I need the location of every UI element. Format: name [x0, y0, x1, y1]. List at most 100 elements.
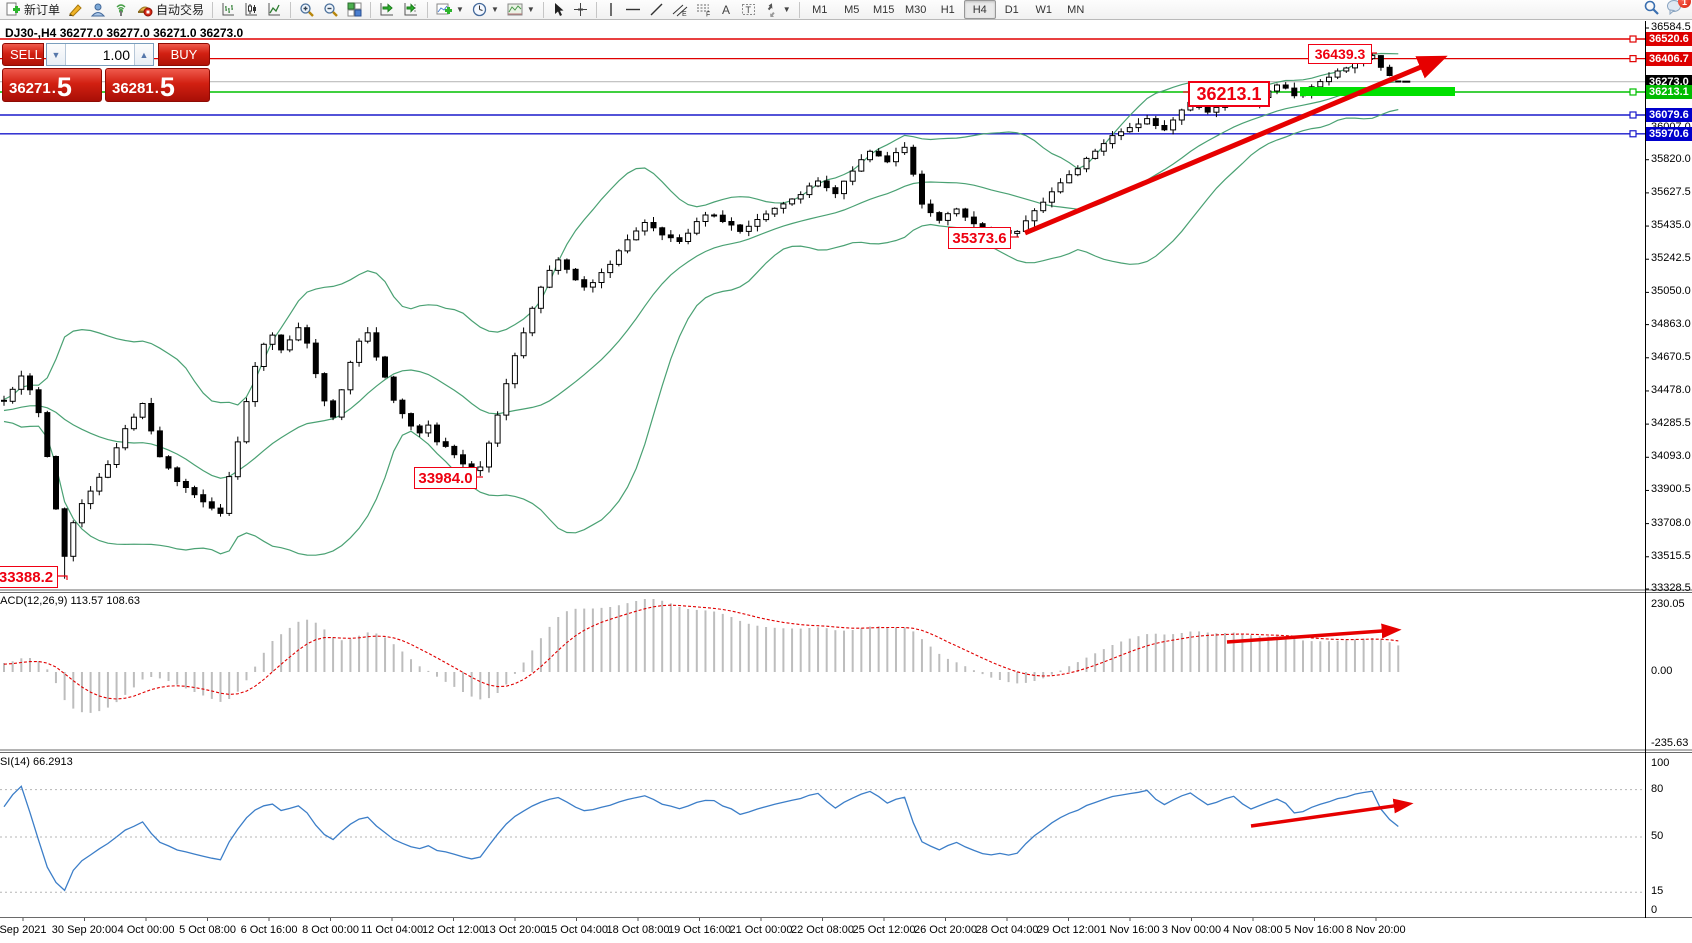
chart-shift-button[interactable] — [399, 0, 423, 20]
text-label-button[interactable]: T — [737, 0, 760, 20]
price-badge: 36520.6 — [1646, 32, 1692, 46]
fibonacci-button[interactable]: F — [692, 0, 716, 20]
chart-annotation-label[interactable]: 33984.0 — [414, 467, 477, 489]
bar-chart-button[interactable] — [217, 0, 240, 20]
buy-button[interactable]: BUY — [158, 43, 210, 66]
crosshair-button[interactable] — [569, 0, 592, 20]
tile-windows-button[interactable] — [343, 0, 366, 20]
price-tick-label: 35820.0 — [1651, 152, 1691, 165]
time-axis-label: 15 Oct 04:00 — [545, 924, 608, 936]
arrows-button[interactable]: ▼ — [760, 0, 795, 20]
signals-icon — [114, 2, 129, 17]
buy-price-dot: . — [154, 80, 159, 97]
timeframe-button-d1[interactable]: D1 — [1004, 3, 1019, 16]
chart-annotation-label[interactable]: 35373.6 — [948, 227, 1011, 249]
price-tick-label: 34285.5 — [1651, 417, 1691, 430]
time-axis-label: 5 Oct 08:00 — [179, 924, 236, 936]
timeframe-button-m1[interactable]: M1 — [812, 3, 828, 16]
tile-windows-icon — [347, 2, 362, 17]
styler-button[interactable] — [64, 0, 87, 20]
rsi-indicator-label: RSI(14) 66.2913 — [0, 756, 73, 768]
time-axis-label: 12 Oct 12:00 — [422, 924, 485, 936]
toolbar-separator — [427, 1, 429, 18]
time-axis-label: 13 Oct 20:00 — [483, 924, 547, 936]
volume-increase-button[interactable]: ▲ — [134, 44, 153, 65]
price-tick-label: 33328.5 — [1651, 582, 1691, 594]
rsi-scale-label: 0 — [1651, 904, 1658, 916]
sell-price[interactable]: 36271 . 5 — [2, 68, 102, 102]
svg-text:F: F — [706, 12, 710, 18]
time-axis-label: 28 Oct 04:00 — [975, 924, 1039, 936]
candlestick-chart-button[interactable] — [240, 0, 263, 20]
zoom-in-icon — [299, 2, 315, 18]
chart-annotation-label[interactable]: 36213.1 — [1188, 81, 1270, 107]
time-axis[interactable]: Sep 2021 30 Sep 20:00 4 Oct 00:00 5 Oct 08:… — [0, 919, 1692, 943]
text-button[interactable]: A — [716, 0, 737, 20]
price-tick-label: 35435.0 — [1651, 219, 1691, 232]
sell-button[interactable]: SELL — [2, 43, 44, 66]
price-badge: 35970.6 — [1646, 126, 1692, 141]
chat-button[interactable]: 1 — [1666, 0, 1691, 20]
new-order-button[interactable]: 新订单 — [2, 0, 64, 20]
rsi-scale-label: 50 — [1651, 830, 1664, 842]
horizontal-line-button[interactable] — [621, 0, 645, 20]
price-tick-label: 35050.0 — [1651, 285, 1691, 298]
buy-price[interactable]: 36281 . 5 — [105, 68, 210, 102]
chevron-down-icon: ▼ — [456, 5, 464, 14]
line-chart-button[interactable] — [263, 0, 286, 20]
trendline-button[interactable] — [645, 0, 668, 20]
zoom-out-icon — [323, 2, 339, 18]
line-chart-icon — [267, 2, 282, 17]
price-tick-label: 33900.5 — [1651, 483, 1691, 496]
chart-annotation-label[interactable]: 36439.3 — [1308, 44, 1372, 64]
auto-scroll-button[interactable] — [375, 0, 399, 20]
price-tick-label: 34670.5 — [1651, 350, 1691, 363]
zoom-in-button[interactable] — [295, 0, 319, 20]
timeframe-button-h1[interactable]: H1 — [940, 3, 955, 16]
auto-trading-label: 自动交易 — [156, 3, 205, 17]
candlestick-chart-icon — [244, 2, 259, 17]
time-axis-label: 4 Nov 08:00 — [1223, 924, 1283, 936]
volume-decrease-button[interactable]: ▼ — [47, 44, 66, 65]
price-axis[interactable]: 36584.536392.036199.536007.035820.035627… — [1646, 21, 1692, 918]
arrows-icon — [764, 2, 779, 17]
equidistant-channel-button[interactable]: E — [668, 0, 692, 20]
sell-price-dot: . — [51, 80, 56, 97]
timeframe-button-m15[interactable]: M15 — [873, 3, 895, 16]
indicators-button[interactable]: ▼ — [432, 0, 468, 20]
auto-scroll-icon — [379, 2, 395, 17]
timeframe-button-h4[interactable]: H4 — [963, 0, 996, 19]
trendline-icon — [649, 2, 664, 17]
search-icon[interactable] — [1643, 0, 1660, 21]
zoom-out-button[interactable] — [319, 0, 343, 20]
auto-trading-button[interactable]: 自动交易 — [133, 0, 208, 20]
publish-icon — [91, 2, 106, 17]
fibonacci-icon: F — [696, 2, 712, 17]
time-axis-label: 22 Oct 08:00 — [791, 924, 854, 936]
sell-price-big-digit: 5 — [56, 72, 72, 102]
timeframe-button-m30[interactable]: M30 — [905, 3, 927, 16]
volume-input[interactable]: 1.00 — [102, 46, 130, 63]
horizontal-line-icon — [625, 2, 641, 17]
rsi-scale-label: 15 — [1651, 885, 1664, 898]
cursor-button[interactable] — [548, 0, 569, 20]
publish-button[interactable] — [87, 0, 110, 20]
chart-annotation-label[interactable]: 33388.2 — [0, 566, 58, 588]
rsi-scale-label: 100 — [1651, 757, 1670, 769]
timeframe-button-w1[interactable]: W1 — [1035, 3, 1052, 16]
time-axis-label: 8 Nov 20:00 — [1346, 924, 1406, 936]
price-tick-label: 34093.0 — [1651, 450, 1691, 463]
chevron-down-icon: ▼ — [490, 5, 499, 14]
time-axis-label: 25 Oct 12:00 — [852, 924, 916, 936]
timeframe-group: M1 M5 M15 M30 H1 H4 D1 W1 MN — [804, 0, 1092, 19]
time-axis-label: 11 Oct 04:00 — [360, 924, 424, 936]
signals-button[interactable] — [110, 0, 133, 20]
timeframe-button-m5[interactable]: M5 — [844, 3, 860, 16]
templates-button[interactable]: ▼ — [503, 0, 539, 20]
time-axis-label: 19 Oct 16:00 — [668, 924, 731, 936]
timeframe-button-mn[interactable]: MN — [1067, 3, 1085, 16]
periods-button[interactable]: ▼ — [468, 0, 503, 20]
price-tick-label: 34863.0 — [1651, 317, 1691, 330]
vertical-line-button[interactable] — [601, 0, 621, 20]
